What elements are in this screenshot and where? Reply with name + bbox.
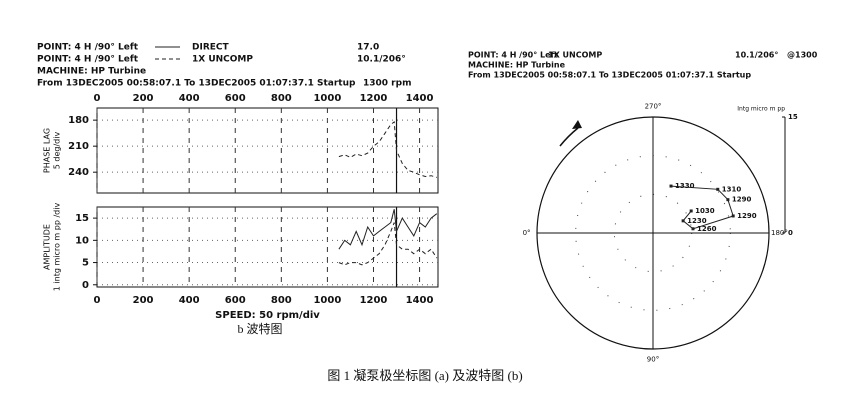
x-axis-label: SPEED: 50 rpm/div	[215, 310, 320, 321]
y-axis-label: PHASE LAG	[43, 128, 52, 173]
x-tick-label: 400	[179, 93, 200, 104]
angle-label: 90°	[647, 355, 659, 363]
caption: b 波特图	[237, 321, 282, 336]
series-line	[338, 209, 438, 250]
point-line: POINT: 4 H /90° Left	[37, 43, 139, 53]
polar-point	[726, 198, 730, 202]
polar-point	[681, 219, 685, 223]
y-axis-label: AMPLITUDE	[43, 224, 52, 270]
angle-label: 270°	[645, 103, 662, 111]
point-label: 1260	[697, 225, 717, 233]
polar-point	[691, 227, 695, 231]
point-line: POINT: 4 H /90° Left	[37, 55, 139, 65]
y-tick-label: 15	[75, 213, 89, 224]
polar-point	[669, 184, 673, 188]
polar-point	[731, 214, 735, 218]
machine: MACHINE: HP Turbine	[37, 67, 146, 77]
polar-point	[716, 187, 720, 191]
x-tick-label: 800	[271, 93, 292, 104]
point-label: 1290	[732, 196, 752, 204]
reading: 17.0	[357, 43, 379, 53]
y-tick-label: 240	[68, 167, 89, 178]
x-tick-label: 0	[94, 295, 101, 306]
point: POINT: 4 H /90° Left	[468, 51, 558, 60]
panel-frame	[96, 107, 439, 194]
series-line	[338, 120, 437, 178]
speed: 1300 rpm	[363, 79, 411, 89]
y-tick-label: 0	[82, 280, 89, 291]
angle-label: 0°	[523, 229, 531, 237]
series-name: 1X UNCOMP	[548, 51, 602, 60]
point-label: 1330	[675, 182, 695, 190]
series-line	[338, 222, 438, 266]
x-tick-label: 800	[271, 295, 292, 306]
x-tick-label: 0	[94, 93, 101, 104]
x-tick-label: 1200	[360, 295, 388, 306]
x-tick-label: 600	[225, 93, 246, 104]
point-label: 1030	[695, 207, 715, 215]
y-tick-label: 10	[75, 235, 89, 246]
x-tick-label: 1000	[313, 295, 341, 306]
x-tick-label: 600	[225, 295, 246, 306]
rpm-at: @1300	[787, 51, 818, 60]
panel-frame	[96, 206, 439, 288]
point-label: 1310	[722, 185, 742, 193]
legend-label: DIRECT	[192, 43, 230, 53]
radial-tick-label: 0	[788, 229, 793, 237]
x-tick-label: 1200	[360, 93, 388, 104]
x-tick-label: 1000	[313, 93, 341, 104]
x-tick-label: 200	[133, 93, 154, 104]
x-tick-label: 1400	[406, 93, 434, 104]
radial-tick-label: 15	[788, 113, 798, 121]
polar-point	[689, 209, 693, 213]
reading: 10.1/206°	[735, 51, 778, 60]
point-label: 1230	[687, 217, 707, 225]
machine: MACHINE: HP Turbine	[468, 61, 566, 70]
y-tick-label: 5	[82, 258, 89, 269]
y-tick-label: 180	[68, 115, 89, 126]
rotation-arrow-head	[572, 120, 582, 129]
x-tick-label: 400	[179, 295, 200, 306]
y-axis-unit: 1 intg micro m pp /div	[53, 203, 62, 292]
rotation-arrow	[559, 127, 579, 147]
x-tick-label: 1400	[406, 295, 434, 306]
figure-caption: 图 1 凝泵极坐标图 (a) 及波特图 (b)	[327, 368, 522, 383]
reading: 10.1/206°	[357, 55, 406, 65]
angle-label: 180°	[771, 229, 788, 237]
legend-label: 1X UNCOMP	[192, 55, 253, 65]
time-range: From 13DEC2005 00:58:07.1 To 13DEC2005 0…	[37, 79, 356, 89]
y-tick-label: 210	[68, 141, 89, 152]
point-label: 1290	[737, 212, 757, 220]
radial-label: Intg micro m pp	[737, 106, 785, 113]
time-range: From 13DEC2005 00:58:07.1 To 13DEC2005 0…	[468, 71, 751, 80]
y-axis-unit: 5 deg/div	[53, 132, 62, 170]
x-tick-label: 200	[133, 295, 154, 306]
